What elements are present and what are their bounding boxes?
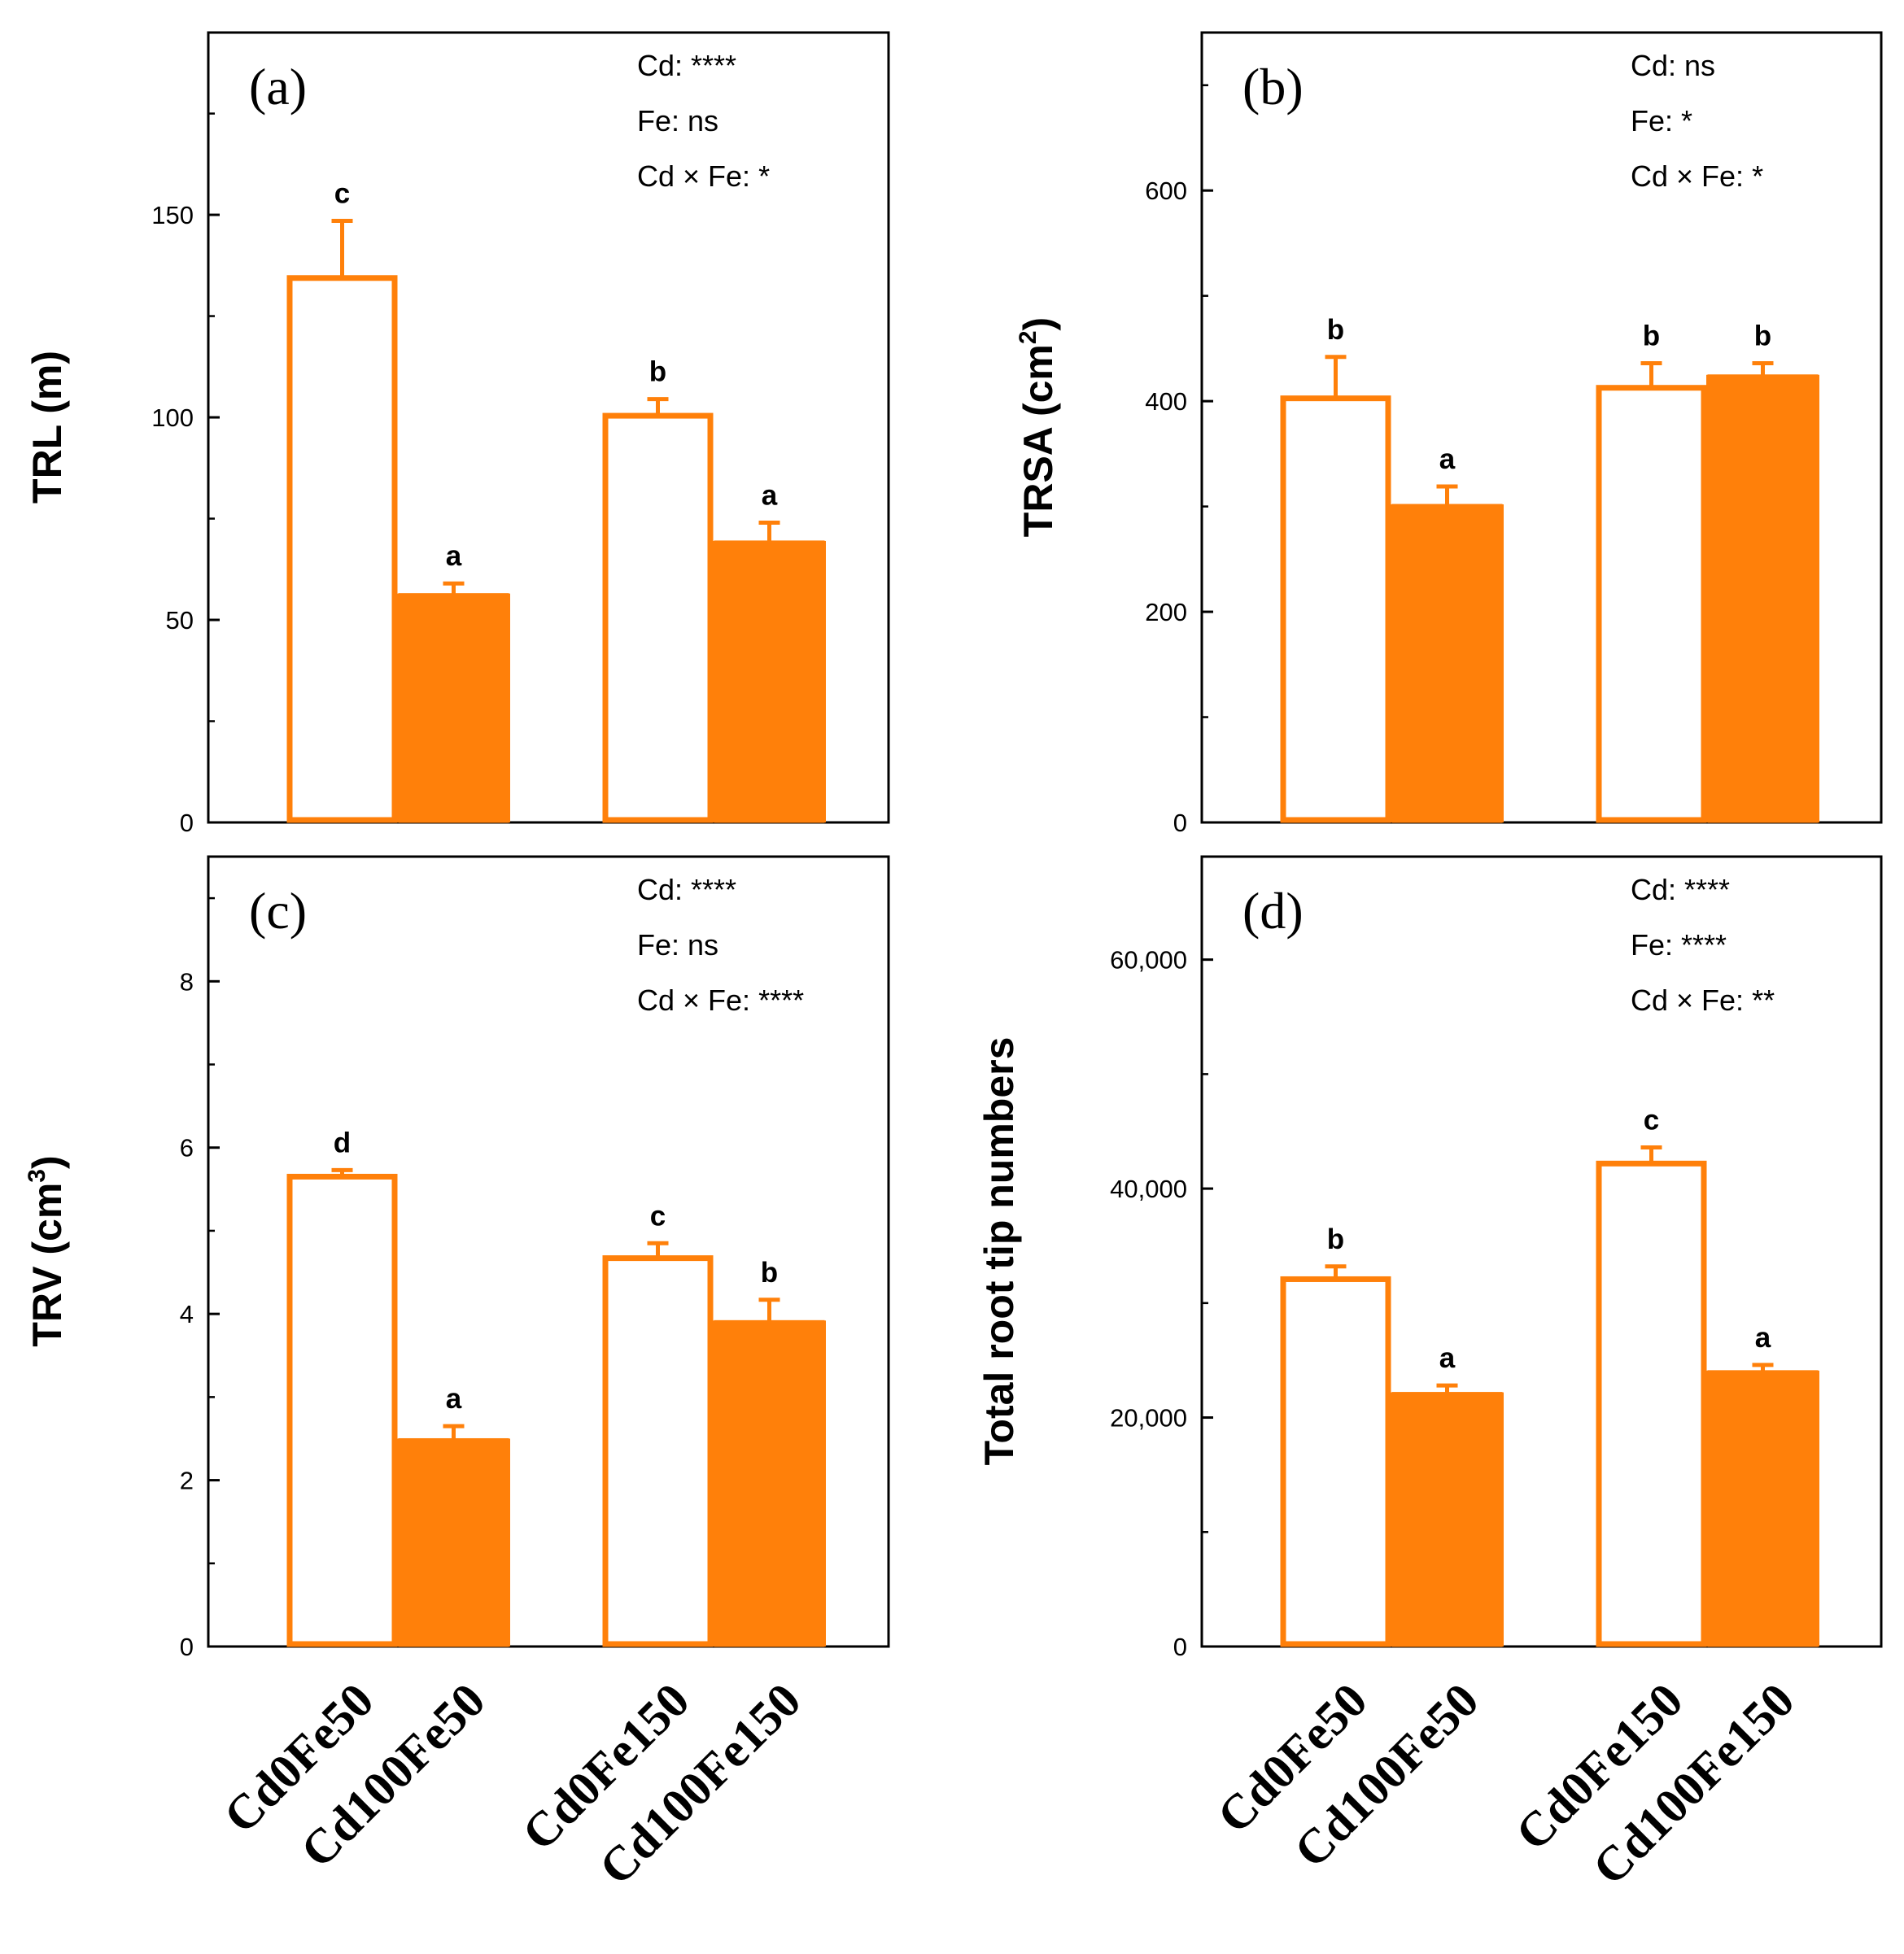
significance-letter: a [1439,443,1456,475]
significance-letter: c [650,1200,666,1232]
y-axis-title: Total root tip numbers [976,1037,1022,1466]
y-tick-label: 50 [166,606,194,635]
y-tick-label: 40,000 [1110,1175,1187,1203]
stat-annotation: Fe: ns [637,928,718,962]
significance-letter: c [334,178,350,210]
y-tick-label: 400 [1145,387,1187,416]
significance-letter: a [446,540,462,572]
stat-annotation: Cd: **** [637,873,736,906]
y-tick-label: 200 [1145,598,1187,626]
bar-cd0fe50 [1280,395,1391,823]
panel-label: (d) [1242,882,1304,940]
plot-frame [1200,855,1883,1648]
bar-cd0fe50 [1280,1276,1391,1647]
y-tick-label: 150 [151,201,194,229]
significance-letter: c [1644,1104,1659,1136]
panel-a: 0 50 100 150 c a b a (a) Cd: **** Fe: ns Cd × Fe: *… [24,31,890,837]
bar-cd0fe150 [1596,1160,1707,1647]
bar-fill [1706,374,1819,822]
significance-letter: d [334,1127,351,1158]
stat-annotation: Cd × Fe: ** [1631,984,1775,1017]
y-tick-label: 600 [1145,177,1187,205]
bar-fill [1706,1370,1819,1647]
y-tick-label: 0 [1173,809,1187,837]
stat-annotation: Cd × Fe: * [637,159,770,193]
significance-letter: b [1643,321,1660,352]
plot-frame [207,855,890,1648]
y-tick-label: 6 [180,1134,194,1162]
bar-fill [1391,1392,1504,1647]
panel-label: (b) [1242,58,1304,116]
bar-fill [397,1438,510,1647]
panel-label: (a) [249,58,307,116]
bar-cd0fe50 [286,1173,398,1647]
y-tick-label: 0 [180,1633,194,1661]
bar-cd0fe150 [1596,385,1707,823]
y-axis-title: TRV (cm3) [24,1155,70,1346]
stat-annotation: Fe: ns [637,104,718,137]
bar-fill [397,593,510,822]
y-tick-label: 8 [180,967,194,996]
bar-fill [1391,504,1504,822]
y-tick-label: 4 [180,1300,194,1328]
panel-c: 0 2 4 6 8 d a c b (c) Cd: **** Fe: ns Cd × Fe: **** T… [24,855,890,1895]
y-tick-label: 100 [151,403,194,432]
panel-d: 0 20,000 40,000 60,000 b a c a (d) Cd: **** Fe: **… [976,855,1883,1895]
bar-cd0fe50 [286,275,398,823]
significance-letter: b [1327,1223,1344,1255]
stat-annotation: Fe: * [1631,104,1692,137]
y-axis-title: TRSA (cm2) [1015,317,1061,537]
panel-b: 0 200 400 600 b a b b (b) Cd: ns Fe: * Cd × Fe: * TR… [1015,31,1883,837]
significance-letter: b [649,356,666,388]
bar-cd0fe150 [602,412,714,823]
plot-frame [1200,31,1883,824]
y-tick-label: 60,000 [1110,946,1187,975]
stat-annotation: Fe: **** [1631,928,1727,962]
stat-annotation: Cd: **** [1631,873,1730,906]
panel-label: (c) [249,882,307,940]
significance-letter: a [1755,1322,1771,1354]
plot-frame [207,31,890,824]
significance-letter: a [762,480,778,512]
stat-annotation: Cd: **** [637,49,736,82]
y-tick-label: 0 [1173,1633,1187,1661]
stat-annotation: Cd × Fe: **** [637,984,804,1017]
bar-fill [713,540,826,822]
significance-letter: a [1439,1342,1456,1374]
y-tick-label: 20,000 [1110,1404,1187,1433]
significance-letter: b [1754,321,1771,352]
bar-fill [713,1320,826,1647]
significance-letter: a [446,1383,462,1415]
y-tick-label: 2 [180,1467,194,1495]
stat-annotation: Cd × Fe: * [1631,159,1763,193]
significance-letter: b [1327,314,1344,346]
significance-letter: b [761,1257,778,1289]
stat-annotation: Cd: ns [1631,49,1715,82]
y-tick-label: 0 [180,809,194,837]
y-axis-title: TRL (m) [24,351,70,504]
bar-cd0fe150 [602,1255,714,1647]
